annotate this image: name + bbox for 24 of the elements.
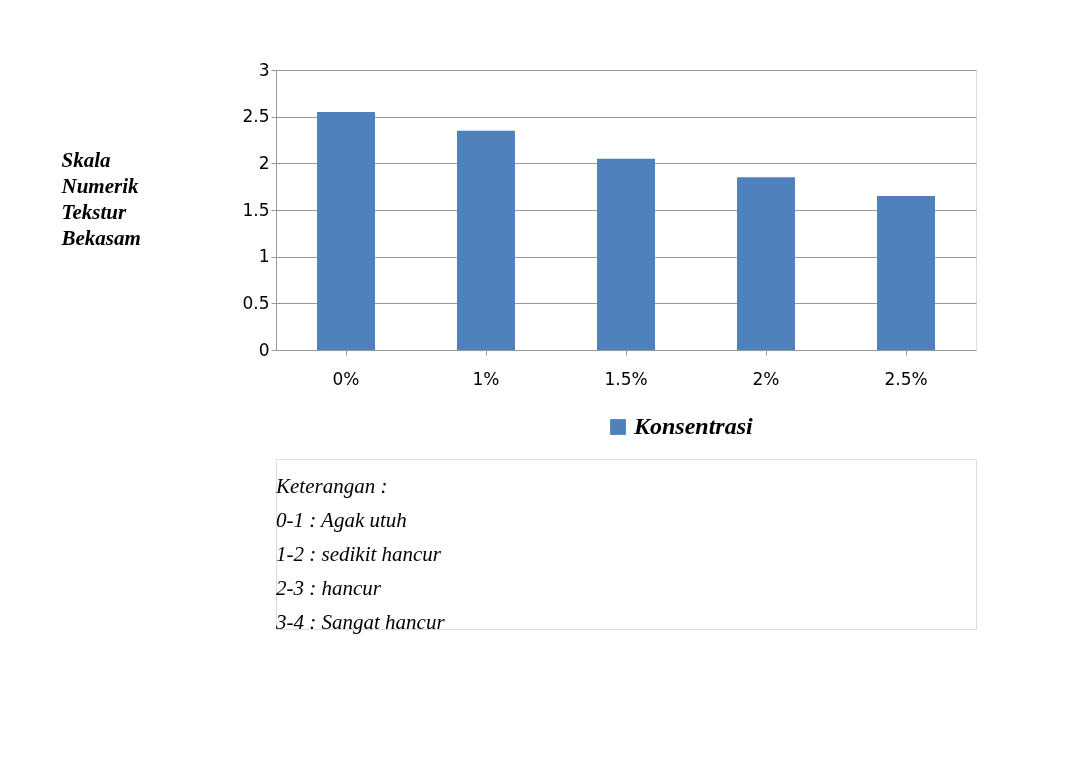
x-tick-label: 1.5% <box>604 368 648 389</box>
x-tick-label: 1% <box>472 368 500 389</box>
legend-label: Konsentrasi <box>633 413 754 439</box>
y-tick-label: 2.5 <box>242 106 270 127</box>
y-tick-label: 1.5 <box>242 199 270 220</box>
text: 2-3 : hancur <box>276 576 382 600</box>
y-tick-label: 2 <box>258 152 270 173</box>
text: 0-1 : Agak utuh <box>276 508 407 532</box>
y-axis-title: Skala Numerik Tekstur Bekasam <box>60 147 141 250</box>
bar <box>737 177 795 350</box>
y-tick-label: 1 <box>258 246 270 267</box>
x-tick-label: 2.5% <box>884 368 928 389</box>
text: 3-4 : Sangat hancur <box>275 610 446 634</box>
y-tick-label: 3 <box>258 59 270 80</box>
bar <box>597 158 655 350</box>
y-tick-label: 0.5 <box>242 292 270 313</box>
x-tick-label: 2% <box>752 368 780 389</box>
bar <box>317 112 375 350</box>
x-tick-label: 0% <box>332 368 360 389</box>
bar <box>877 196 935 350</box>
y-tick-label: 0 <box>258 339 270 360</box>
text: 1-2 : sedikit hancur <box>276 542 442 566</box>
bar <box>457 130 515 350</box>
text: Keterangan : <box>275 474 388 498</box>
